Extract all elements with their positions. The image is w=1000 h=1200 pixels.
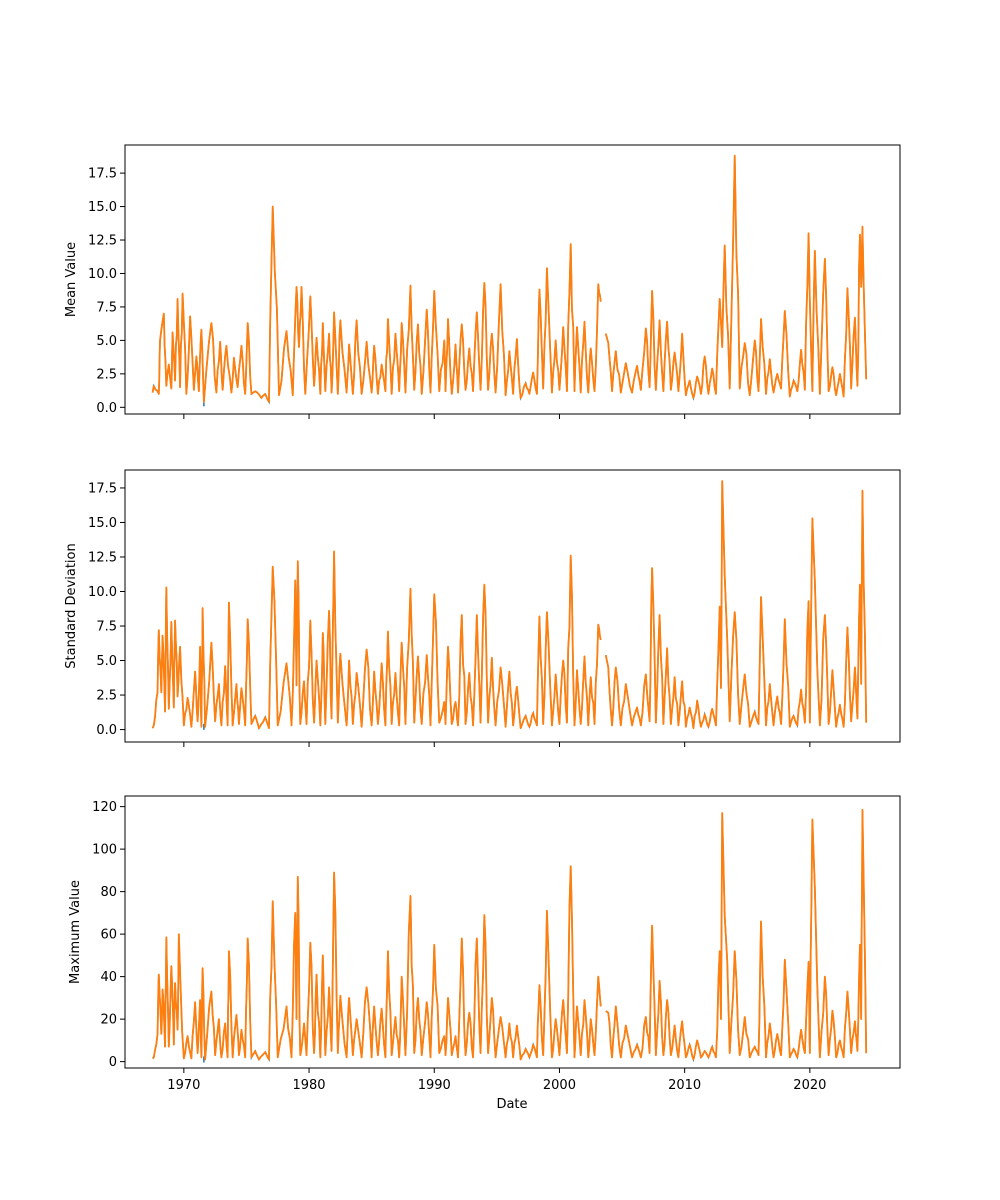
- standard-deviation-ytick-label: 17.5: [88, 481, 117, 496]
- maximum-value-xtick-label: 1980: [292, 1078, 325, 1093]
- standard-deviation-ytick-label: 12.5: [88, 550, 117, 565]
- maximum-value-xtick-label: 1970: [167, 1078, 200, 1093]
- mean-value-ytick-label: 15.0: [88, 200, 117, 215]
- maximum-value-panel: 0 20 40 60 80 100 120 1970 1980 1990 2000 2010 2020: [92, 795, 901, 1093]
- mean-value-ytick-label: 7.5: [96, 300, 117, 315]
- maximum-value-ytick-label: 80: [100, 885, 117, 900]
- mean-value-ytick-label: 2.5: [96, 367, 117, 382]
- mean-value-series-orange-line: [604, 154, 868, 399]
- standard-deviation-series-orange-line: [151, 550, 602, 730]
- maximum-value-axes-frame: [124, 795, 901, 1069]
- standard-deviation-ytick-label: 7.5: [96, 620, 117, 635]
- standard-deviation-ytick-label: 15.0: [88, 516, 117, 531]
- maximum-value-ytick-label: 120: [92, 800, 117, 815]
- maximum-value-xtick-label: 2010: [668, 1078, 701, 1093]
- mean-value-ytick-label: 17.5: [88, 167, 117, 182]
- standard-deviation-ytick-label: 5.0: [96, 654, 117, 669]
- standard-deviation-axes-frame: [124, 469, 901, 743]
- mean-value-ytick-label: 10.0: [88, 267, 117, 282]
- maximum-value-series-orange-line: [605, 808, 868, 1061]
- ylabel-maximum-value: Maximum Value: [68, 880, 83, 984]
- standard-deviation-ytick-label: 0.0: [96, 723, 117, 738]
- maximum-value-xtick-label: 1990: [418, 1078, 451, 1093]
- maximum-value-ytick-label: 40: [100, 970, 117, 985]
- maximum-value-xtick-label: 2000: [543, 1078, 576, 1093]
- ylabel-mean-value: Mean Value: [64, 242, 79, 317]
- mean-value-panel: 0.0 2.5 5.0 7.5 10.0 12.5 15.0 17.5: [88, 144, 901, 419]
- mean-value-ytick-label: 5.0: [96, 334, 117, 349]
- maximum-value-ytick-label: 0: [109, 1055, 117, 1070]
- mean-value-ytick-label: 12.5: [88, 234, 117, 249]
- standard-deviation-ytick-label: 2.5: [96, 689, 117, 704]
- maximum-value-ytick-label: 60: [100, 928, 117, 943]
- maximum-value-ytick-label: 100: [92, 843, 117, 858]
- mean-value-axes-frame: [124, 144, 901, 415]
- ylabel-standard-deviation: Standard Deviation: [64, 543, 79, 668]
- mean-value-ytick-label: 0.0: [96, 401, 117, 416]
- maximum-value-ytick-label: 20: [100, 1013, 117, 1028]
- mean-value-series-orange-line: [151, 205, 602, 403]
- maximum-value-xtick-label: 2020: [793, 1078, 826, 1093]
- standard-deviation-panel: 0.0 2.5 5.0 7.5 10.0 12.5 15.0 17.5: [88, 469, 901, 747]
- standard-deviation-series-orange-line: [604, 480, 868, 730]
- maximum-value-series-orange-line: [151, 865, 602, 1061]
- standard-deviation-ytick-label: 10.0: [88, 585, 117, 600]
- xlabel-date: Date: [496, 1097, 527, 1112]
